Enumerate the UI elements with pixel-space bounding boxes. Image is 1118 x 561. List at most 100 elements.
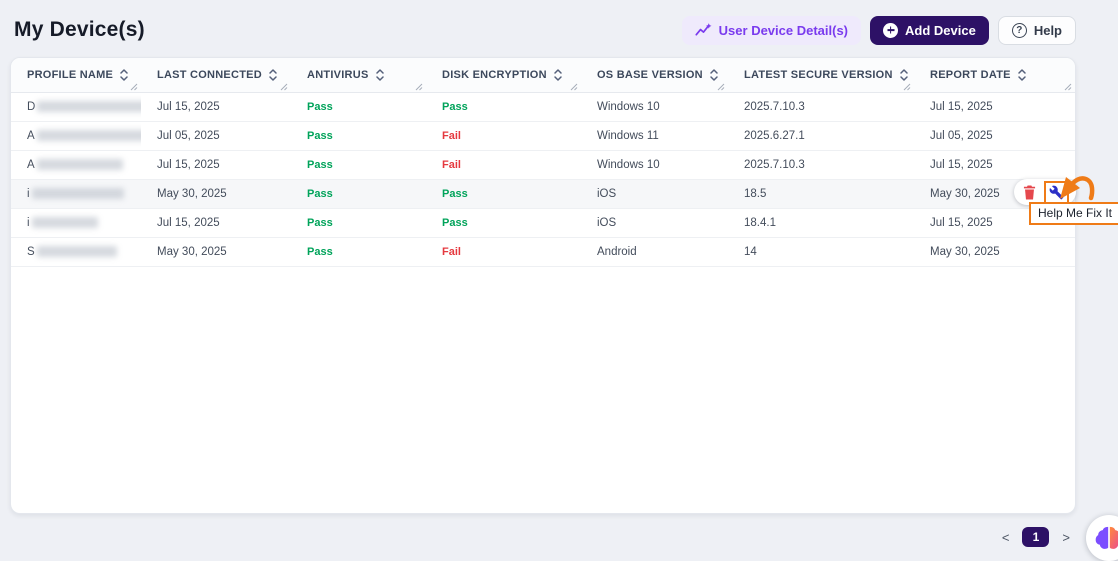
cell-profile-name: S bbox=[11, 237, 141, 267]
column-header-profile-name[interactable]: PROFILE NAME bbox=[11, 58, 141, 93]
column-header-disk-encryption[interactable]: DISK ENCRYPTION bbox=[426, 58, 581, 93]
redacted-profile-name bbox=[31, 187, 124, 199]
sort-icon bbox=[710, 69, 718, 81]
profile-prefix: i bbox=[27, 216, 30, 229]
profile-prefix: A bbox=[27, 129, 35, 142]
cell-profile-name: i bbox=[11, 208, 141, 238]
cell-profile-name: i bbox=[11, 179, 141, 209]
profile-prefix: D bbox=[27, 100, 36, 113]
table-row[interactable]: S May 30, 2025 Pass Fail Android 14 May … bbox=[11, 237, 1075, 267]
redacted-profile-name bbox=[31, 216, 98, 228]
annotation-highlight-box bbox=[1044, 180, 1069, 204]
pagination-page-1-button[interactable]: 1 bbox=[1022, 527, 1050, 547]
table-row[interactable]: i Jul 15, 2025 Pass Pass iOS 18.4.1 Jul … bbox=[11, 208, 1075, 238]
sort-icon bbox=[554, 69, 562, 81]
column-header-report-date[interactable]: REPORT DATE bbox=[914, 58, 1075, 93]
cell-disk-encryption: Pass bbox=[426, 92, 581, 122]
column-label: OS BASE VERSION bbox=[597, 68, 703, 81]
devices-table: PROFILE NAME LAST CONNECTED ANTIVIRUS DI… bbox=[11, 58, 1075, 267]
column-label: REPORT DATE bbox=[930, 68, 1011, 81]
column-header-last-connected[interactable]: LAST CONNECTED bbox=[141, 58, 291, 93]
pagination-prev-button[interactable]: < bbox=[1001, 529, 1010, 545]
cell-os-base-version: Windows 11 bbox=[581, 121, 728, 151]
page-title: My Device(s) bbox=[14, 18, 145, 41]
cell-profile-name: A bbox=[11, 150, 141, 180]
cell-latest-secure-version: 2025.7.10.3 bbox=[728, 150, 914, 180]
column-resize-handle[interactable] bbox=[903, 83, 911, 91]
cell-report-date: Jul 05, 2025 bbox=[914, 121, 1075, 151]
brain-icon bbox=[1094, 525, 1118, 552]
column-label: PROFILE NAME bbox=[27, 68, 114, 81]
help-button[interactable]: ? Help bbox=[997, 15, 1076, 45]
cell-os-base-version: iOS bbox=[581, 179, 728, 209]
column-resize-handle[interactable] bbox=[280, 83, 288, 91]
column-header-latest-secure-version[interactable]: LATEST SECURE VERSION bbox=[728, 58, 914, 93]
table-row-hovered[interactable]: i May 30, 2025 Pass Pass iOS 18.5 May 30… bbox=[11, 179, 1075, 209]
cell-profile-name: AP bbox=[11, 121, 141, 151]
column-label: ANTIVIRUS bbox=[307, 68, 369, 81]
trash-icon bbox=[1023, 185, 1036, 200]
cell-antivirus: Pass bbox=[291, 150, 426, 180]
cell-profile-name: D9 bbox=[11, 92, 141, 122]
insights-icon bbox=[695, 23, 712, 37]
sort-icon bbox=[1018, 69, 1026, 81]
delete-device-button[interactable] bbox=[1021, 183, 1038, 202]
column-resize-handle[interactable] bbox=[570, 83, 578, 91]
pagination: < 1 > bbox=[1002, 527, 1070, 547]
cell-antivirus: Pass bbox=[291, 121, 426, 151]
wrench-icon bbox=[1049, 185, 1064, 200]
cell-last-connected: Jul 15, 2025 bbox=[141, 92, 291, 122]
cell-last-connected: Jul 05, 2025 bbox=[141, 121, 291, 151]
column-resize-handle[interactable] bbox=[130, 83, 138, 91]
user-device-details-label: User Device Detail(s) bbox=[718, 22, 849, 38]
column-header-antivirus[interactable]: ANTIVIRUS bbox=[291, 58, 426, 93]
user-device-details-button[interactable]: User Device Detail(s) bbox=[681, 15, 862, 45]
redacted-profile-name bbox=[36, 129, 141, 141]
redacted-profile-name bbox=[36, 245, 117, 257]
cell-antivirus: Pass bbox=[291, 237, 426, 267]
cell-latest-secure-version: 18.4.1 bbox=[728, 208, 914, 238]
pagination-next-button[interactable]: > bbox=[1062, 529, 1070, 545]
cell-disk-encryption: Fail bbox=[426, 237, 581, 267]
column-label: DISK ENCRYPTION bbox=[442, 68, 547, 81]
cell-report-date: Jul 15, 2025 bbox=[914, 150, 1075, 180]
profile-prefix: S bbox=[27, 245, 35, 258]
question-mark-icon: ? bbox=[1011, 22, 1027, 38]
cell-latest-secure-version: 18.5 bbox=[728, 179, 914, 209]
column-label: LAST CONNECTED bbox=[157, 68, 262, 81]
cell-latest-secure-version: 14 bbox=[728, 237, 914, 267]
add-device-button[interactable]: Add Device bbox=[870, 15, 989, 45]
cell-os-base-version: iOS bbox=[581, 208, 728, 238]
table-row[interactable]: A Jul 15, 2025 Pass Fail Windows 10 2025… bbox=[11, 150, 1075, 180]
sort-icon bbox=[269, 69, 277, 81]
help-label: Help bbox=[1033, 22, 1062, 38]
assistant-chat-widget[interactable] bbox=[1086, 515, 1118, 561]
table-row[interactable]: D9 Jul 15, 2025 Pass Pass Windows 10 202… bbox=[11, 92, 1075, 122]
cell-last-connected: May 30, 2025 bbox=[141, 237, 291, 267]
cell-last-connected: Jul 15, 2025 bbox=[141, 150, 291, 180]
help-me-fix-it-tooltip: Help Me Fix It bbox=[1029, 202, 1118, 225]
cell-disk-encryption: Pass bbox=[426, 179, 581, 209]
column-label: LATEST SECURE VERSION bbox=[744, 68, 893, 81]
column-header-os-base-version[interactable]: OS BASE VERSION bbox=[581, 58, 728, 93]
cell-os-base-version: Android bbox=[581, 237, 728, 267]
cell-antivirus: Pass bbox=[291, 208, 426, 238]
column-resize-handle[interactable] bbox=[717, 83, 725, 91]
sort-icon bbox=[375, 69, 384, 81]
column-resize-handle[interactable] bbox=[1064, 83, 1072, 91]
help-me-fix-it-button[interactable] bbox=[1049, 185, 1064, 200]
cell-antivirus: Pass bbox=[291, 92, 426, 122]
table-row[interactable]: AP Jul 05, 2025 Pass Fail Windows 11 202… bbox=[11, 121, 1075, 151]
redacted-profile-name bbox=[36, 158, 123, 170]
topbar: My Device(s) User Device Detail(s) Add D… bbox=[0, 0, 1118, 57]
column-resize-handle[interactable] bbox=[415, 83, 423, 91]
redacted-profile-name bbox=[37, 100, 141, 112]
sort-icon bbox=[899, 69, 908, 81]
cell-report-date: Jul 15, 2025 bbox=[914, 92, 1075, 122]
cell-last-connected: Jul 15, 2025 bbox=[141, 208, 291, 238]
sort-icon bbox=[120, 69, 128, 81]
profile-prefix: i bbox=[27, 187, 30, 200]
add-device-label: Add Device bbox=[905, 22, 976, 38]
cell-last-connected: May 30, 2025 bbox=[141, 179, 291, 209]
cell-latest-secure-version: 2025.6.27.1 bbox=[728, 121, 914, 151]
